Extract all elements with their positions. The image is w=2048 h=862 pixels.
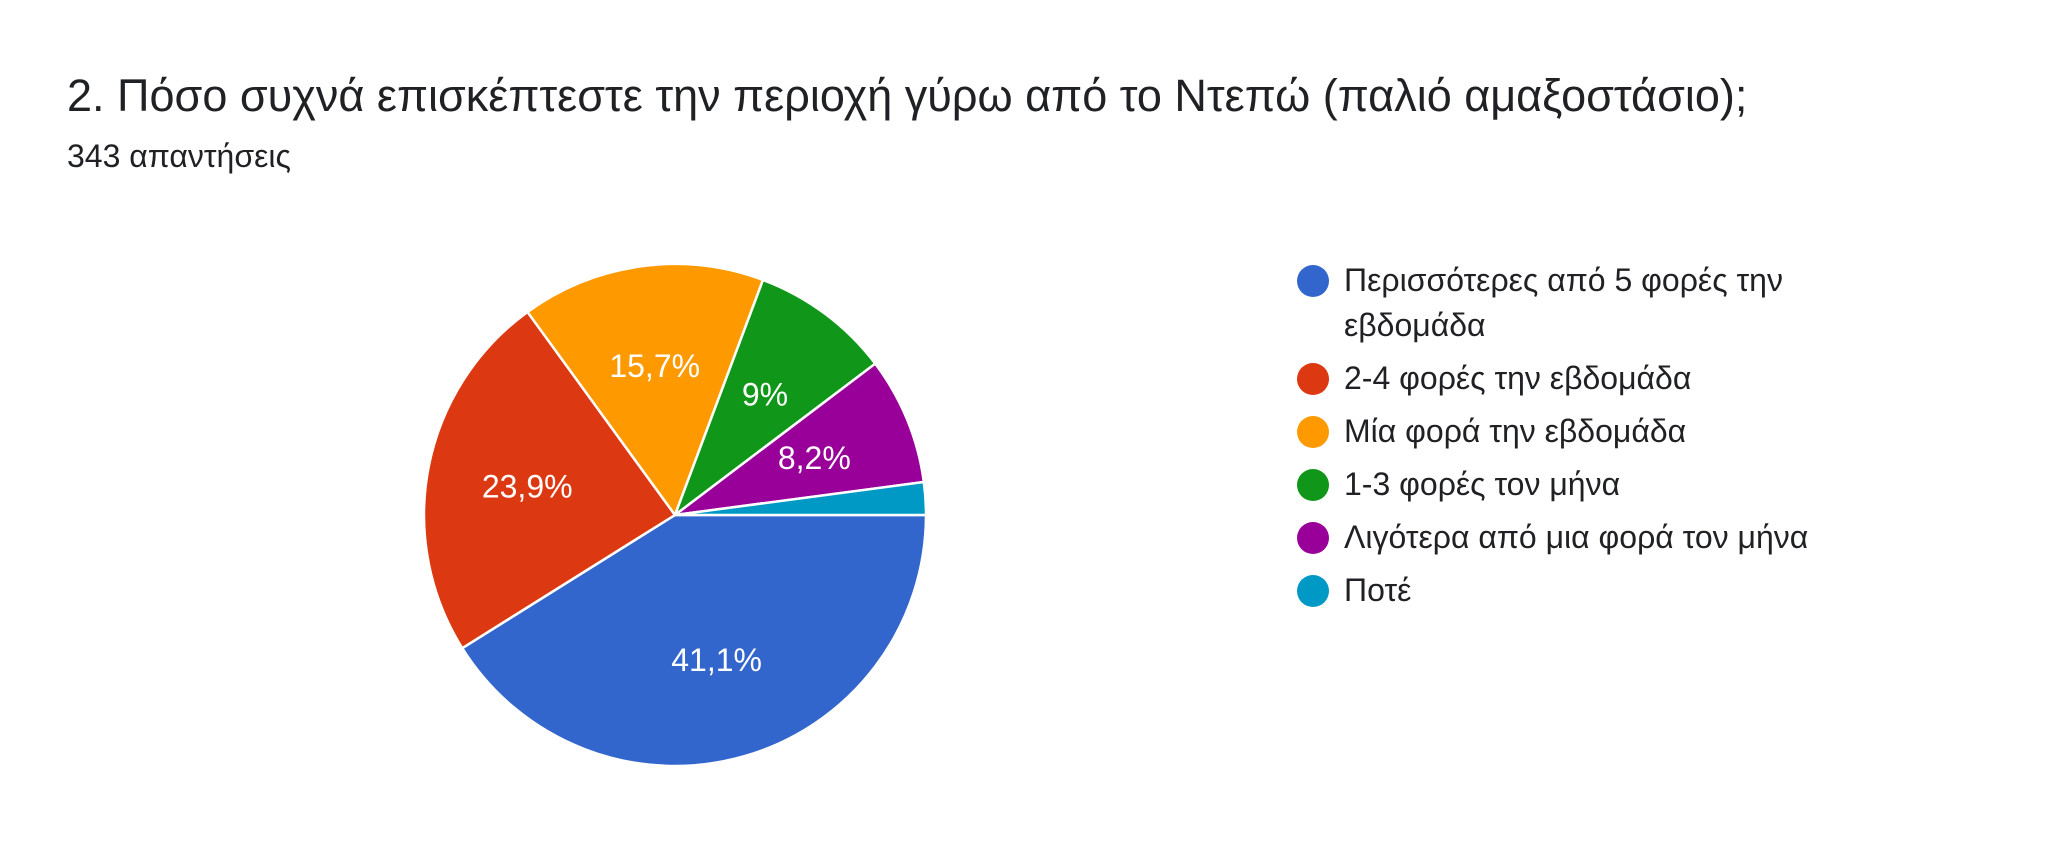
slice-value-label: 23,9% [482,468,573,504]
legend-item[interactable]: 2-4 φορές την εβδομάδα [1297,356,1857,401]
legend-label: 1-3 φορές τον μήνα [1344,466,1621,502]
pie-slice[interactable] [422,310,677,650]
legend-label: Μία φορά την εβδομάδα [1344,413,1687,449]
legend-label: Ποτέ [1344,572,1412,608]
slice-value-label: 41,1% [671,642,762,678]
response-count: 343 απαντήσεις [67,138,291,174]
legend-item[interactable]: Μία φορά την εβδομάδα [1297,409,1857,454]
pie-slice[interactable] [526,262,765,517]
chart-legend: Περισσότερες από 5 φορές την εβδομάδα 2-… [1297,258,1857,621]
legend-item[interactable]: Λιγότερα από μια φορά τον μήνα [1297,515,1857,560]
pie-slice[interactable] [673,480,928,517]
legend-swatch [1297,469,1329,501]
legend-label: Περισσότερες από 5 φορές την εβδομάδα [1344,262,1783,343]
slice-value-label: 15,7% [609,348,700,384]
slice-value-label: 8,2% [778,440,851,476]
pie-slice[interactable] [460,513,928,768]
legend-swatch [1297,522,1329,554]
pie-slice[interactable] [673,278,877,517]
legend-swatch [1297,416,1329,448]
legend-label: Λιγότερα από μια φορά τον μήνα [1344,519,1809,555]
legend-swatch [1297,265,1329,297]
legend-swatch [1297,363,1329,395]
legend-item[interactable]: Ποτέ [1297,568,1857,613]
legend-label: 2-4 φορές την εβδομάδα [1344,360,1692,396]
slice-value-label: 9% [742,376,788,412]
legend-item[interactable]: Περισσότερες από 5 φορές την εβδομάδα [1297,258,1857,348]
pie-slice[interactable] [673,362,926,517]
question-title: 2. Πόσο συχνά επισκέπτεστε την περιοχή γ… [67,70,1748,121]
legend-swatch [1297,575,1329,607]
legend-item[interactable]: 1-3 φορές τον μήνα [1297,462,1857,507]
